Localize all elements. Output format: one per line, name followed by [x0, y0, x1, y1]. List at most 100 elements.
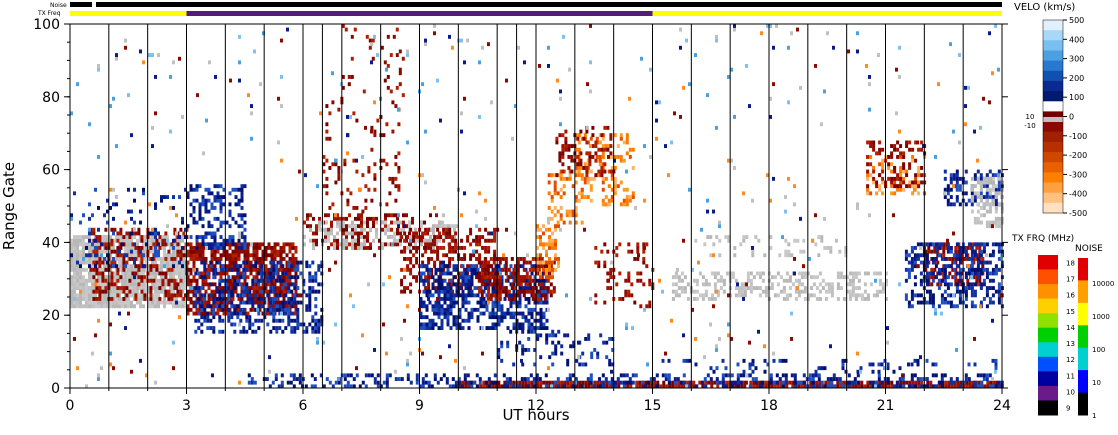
data-cell: [88, 246, 91, 250]
data-cell: [285, 275, 289, 280]
data-cell: [269, 307, 273, 312]
data-cell: [793, 238, 797, 243]
data-cell: [258, 286, 262, 290]
data-cell: [524, 315, 528, 320]
data-cell: [94, 264, 97, 269]
data-cell: [428, 322, 432, 327]
data-cell: [973, 176, 977, 181]
data-cell: [943, 267, 947, 272]
data-cell: [203, 293, 207, 298]
data-cell: [139, 300, 142, 305]
data-cell: [101, 260, 105, 265]
data-cell: [216, 184, 220, 189]
data-cell: [290, 311, 294, 316]
data-cell: [203, 264, 207, 269]
data-cell: [252, 286, 256, 290]
data-cell: [127, 300, 130, 305]
data-cell: [154, 275, 157, 280]
data-cell: [985, 304, 989, 309]
data-cell: [281, 300, 285, 305]
data-cell: [905, 144, 909, 148]
data-cell: [245, 300, 249, 305]
data-cell: [112, 242, 115, 247]
data-cell: [617, 380, 621, 385]
data-cell: [116, 271, 120, 276]
data-cell: [979, 260, 983, 265]
data-cell: [536, 227, 539, 232]
data-cell: [913, 275, 917, 280]
data-cell: [409, 260, 413, 265]
data-cell: [497, 322, 501, 327]
data-cell: [228, 209, 232, 214]
data-cell: [483, 260, 487, 265]
data-cell: [613, 184, 617, 189]
data-cell: [106, 198, 109, 203]
data-cell: [848, 282, 852, 287]
data-cell: [357, 238, 360, 243]
data-cell: [116, 231, 120, 236]
data-cell: [231, 260, 235, 265]
data-cell: [210, 246, 214, 250]
data-cell: [387, 224, 390, 229]
data-cell: [179, 257, 183, 261]
data-cell: [151, 293, 154, 298]
data-cell: [312, 216, 315, 221]
data-cell: [192, 286, 196, 290]
data-cell: [186, 293, 190, 298]
data-cell: [106, 220, 109, 225]
data-cell: [140, 264, 144, 269]
data-cell: [405, 213, 408, 218]
data-cell: [568, 220, 572, 225]
data-cell: [976, 191, 980, 196]
data-cell: [294, 271, 298, 276]
data-cell: [142, 238, 145, 243]
data-cell: [464, 282, 468, 287]
data-cell: [137, 264, 141, 269]
data-cell: [952, 173, 956, 178]
data-cell: [130, 282, 133, 287]
data-cell: [206, 311, 210, 316]
data-cell: [287, 286, 291, 290]
data-cell: [982, 267, 986, 272]
data-cell: [339, 216, 342, 221]
data-cell: [899, 166, 903, 170]
data-cell: [228, 267, 232, 272]
data-cell: [206, 315, 210, 320]
data-cell: [994, 224, 998, 229]
data-cell: [552, 286, 556, 290]
data-cell: [343, 162, 347, 167]
data-cell: [181, 238, 184, 243]
data-cell: [236, 267, 240, 272]
data-cell: [195, 198, 199, 203]
data-cell: [692, 384, 696, 389]
data-cell: [88, 253, 91, 258]
data-cell: [506, 278, 510, 283]
data-cell: [254, 260, 258, 265]
data-cell: [611, 348, 615, 352]
data-cell: [949, 293, 953, 298]
data-cell: [296, 307, 300, 312]
data-cell: [124, 235, 127, 239]
data-cell: [564, 129, 568, 134]
data-cell: [194, 271, 198, 276]
data-cell: [151, 235, 154, 239]
data-cell: [391, 129, 395, 134]
data-cell: [419, 297, 423, 301]
data-cell: [339, 224, 342, 229]
data-cell: [546, 286, 550, 290]
data-cell: [278, 311, 282, 316]
data-cell: [830, 289, 834, 294]
data-cell: [234, 275, 238, 280]
data-cell: [460, 286, 464, 290]
data-cell: [312, 246, 315, 250]
data-cell: [707, 282, 711, 287]
data-cell: [461, 380, 465, 385]
data-cell: [521, 344, 525, 349]
data-cell: [290, 264, 294, 269]
data-cell: [440, 278, 444, 283]
data-cell: [964, 293, 968, 298]
data-cell: [169, 300, 172, 305]
data-cell: [225, 242, 229, 247]
data-cell: [397, 187, 401, 192]
data-cell: [487, 238, 491, 243]
